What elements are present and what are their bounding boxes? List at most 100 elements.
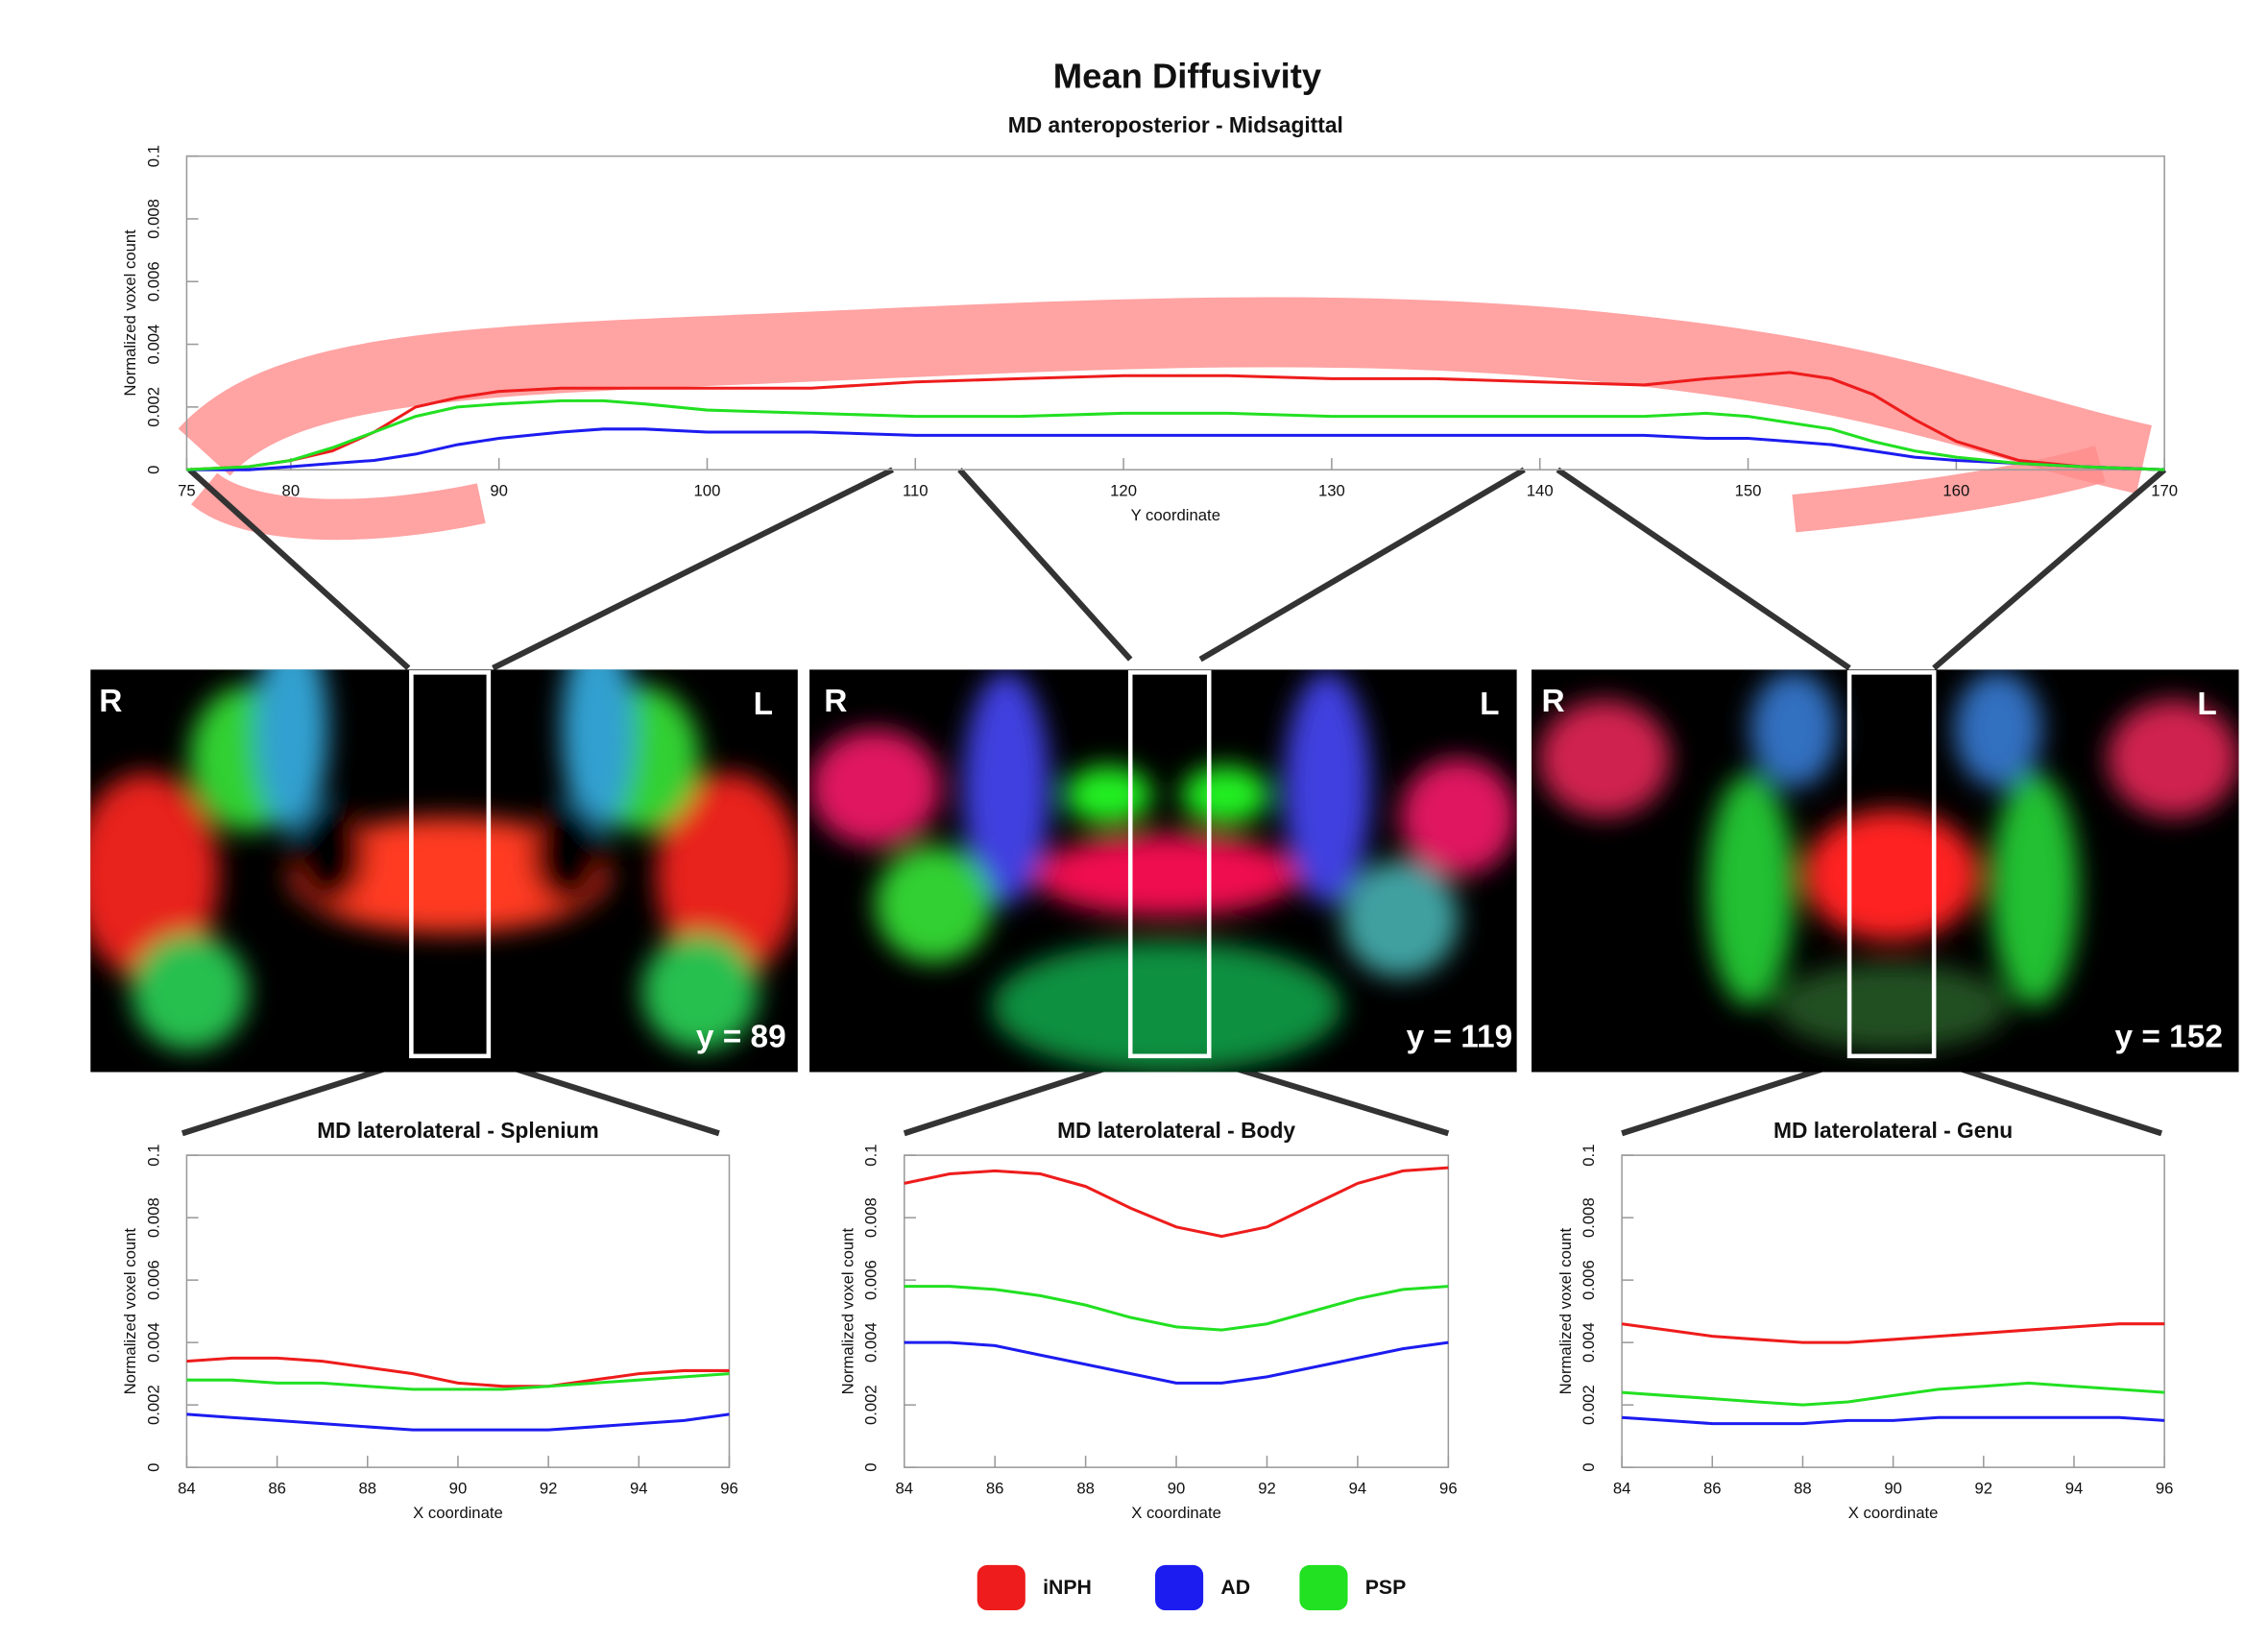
- y-tick-label: 0: [144, 466, 162, 474]
- series-line: [1621, 1381, 2165, 1407]
- y-tick-label: 0.002: [1580, 1385, 1598, 1425]
- x-tick-label: 90: [449, 1479, 468, 1497]
- y-axis-label: Normalized voxel count: [838, 1228, 857, 1395]
- x-tick-label: 150: [1735, 481, 1762, 499]
- x-axis-label: Y coordinate: [1131, 506, 1220, 524]
- x-tick-label: 90: [1884, 1479, 1902, 1497]
- y-tick-label: 0.006: [144, 261, 162, 302]
- panel-label: y = 152: [2115, 1019, 2223, 1054]
- brain-image: [809, 669, 1517, 1073]
- x-tick-label: 92: [1258, 1479, 1276, 1497]
- y-tick-label: 0.008: [1580, 1197, 1598, 1238]
- x-tick-label: 170: [2151, 481, 2178, 499]
- chart-title: MD laterolateral - Splenium: [317, 1118, 599, 1143]
- chart-title: MD laterolateral - Genu: [1773, 1118, 2013, 1143]
- x-tick-label: 90: [1168, 1479, 1186, 1497]
- y-tick-label: 0.004: [144, 325, 162, 365]
- y-axis-label: Normalized voxel count: [1556, 1228, 1575, 1395]
- x-tick-label: 140: [1527, 481, 1554, 499]
- x-tick-label: 94: [2065, 1479, 2084, 1497]
- y-tick-label: 0: [144, 1463, 162, 1472]
- series-line: [186, 1412, 730, 1432]
- x-tick-label: 120: [1110, 481, 1137, 499]
- y-tick-label: 0.1: [1580, 1145, 1598, 1167]
- legend-swatch: [1155, 1564, 1204, 1611]
- x-tick-label: 86: [986, 1479, 1004, 1497]
- x-tick-label: 88: [1794, 1479, 1812, 1497]
- panel-labels: R L y = 89 R L y = 119 R L y = 152: [99, 684, 2223, 1054]
- x-tick-label: 80: [282, 481, 301, 499]
- x-tick-label: 96: [1439, 1479, 1458, 1497]
- y-tick-label: 0.1: [144, 1145, 162, 1167]
- x-tick-label: 86: [268, 1479, 286, 1497]
- y-tick-label: 0.008: [144, 199, 162, 239]
- x-tick-label: 94: [630, 1479, 648, 1497]
- x-tick-label: 100: [694, 481, 721, 499]
- panel-right: L: [1480, 687, 1499, 722]
- legend-label: iNPH: [1043, 1576, 1092, 1599]
- y-tick-label: 0.1: [144, 145, 162, 167]
- plot-frame: [904, 1154, 1450, 1468]
- x-tick-label: 88: [1076, 1479, 1095, 1497]
- y-tick-label: 0.002: [862, 1385, 881, 1425]
- chart-title: MD laterolateral - Body: [1057, 1118, 1295, 1143]
- figure-title: Mean Diffusivity: [1053, 57, 1322, 96]
- series-line: [1621, 1415, 2165, 1426]
- panel-left: R: [1542, 684, 1565, 719]
- y-axis-label: Normalized voxel count: [121, 229, 139, 397]
- x-axis-label: X coordinate: [1848, 1504, 1939, 1522]
- series-line: [904, 1166, 1449, 1239]
- panel-label: y = 119: [1407, 1019, 1513, 1054]
- x-tick-label: 110: [903, 481, 929, 499]
- x-tick-label: 96: [720, 1479, 738, 1497]
- x-tick-label: 92: [1975, 1479, 1993, 1497]
- plot-frame: [185, 155, 2165, 471]
- series-line: [186, 1372, 730, 1391]
- series-line: [186, 398, 2165, 471]
- series-line: [186, 427, 2165, 471]
- y-tick-label: 0.008: [144, 1197, 162, 1238]
- x-tick-label: 84: [1613, 1479, 1631, 1497]
- x-axis-label: X coordinate: [1131, 1504, 1221, 1522]
- legend-swatch: [977, 1564, 1025, 1611]
- x-tick-label: 86: [1703, 1479, 1722, 1497]
- brain-image: [90, 669, 798, 1073]
- legend-swatch: [1299, 1564, 1348, 1611]
- panel-left: R: [99, 684, 122, 719]
- panel-label: y = 89: [696, 1019, 786, 1054]
- x-tick-label: 96: [2156, 1479, 2174, 1497]
- x-tick-label: 92: [540, 1479, 558, 1497]
- y-tick-label: 0.008: [862, 1197, 881, 1238]
- panel-right: L: [2197, 687, 2216, 722]
- series-line: [904, 1285, 1449, 1332]
- brain-image: [1531, 669, 2239, 1073]
- x-tick-label: 94: [1349, 1479, 1367, 1497]
- series-line: [1621, 1322, 2165, 1344]
- y-tick-label: 0.004: [1580, 1322, 1598, 1363]
- series-line: [186, 1356, 730, 1388]
- legend-label: AD: [1220, 1576, 1250, 1599]
- y-tick-label: 0.1: [862, 1145, 881, 1167]
- panel-right: L: [754, 687, 773, 722]
- panel-left: R: [824, 684, 847, 719]
- x-tick-label: 130: [1318, 481, 1345, 499]
- legend-label: PSP: [1365, 1576, 1407, 1599]
- x-tick-label: 84: [178, 1479, 196, 1497]
- y-tick-label: 0.004: [144, 1322, 162, 1363]
- y-tick-label: 0.002: [144, 387, 162, 427]
- y-tick-label: 0.006: [144, 1260, 162, 1300]
- x-tick-label: 160: [1942, 481, 1969, 499]
- x-tick-label: 84: [895, 1479, 913, 1497]
- x-tick-label: 88: [358, 1479, 376, 1497]
- x-axis-label: X coordinate: [413, 1504, 503, 1522]
- y-tick-label: 0.004: [862, 1322, 881, 1363]
- y-tick-label: 0.006: [862, 1260, 881, 1300]
- y-tick-label: 0: [862, 1463, 881, 1472]
- y-axis-label: Normalized voxel count: [121, 1228, 139, 1395]
- series-line: [904, 1340, 1449, 1385]
- chart-title: MD anteroposterior - Midsagittal: [1008, 112, 1343, 137]
- y-tick-label: 0.002: [144, 1385, 162, 1425]
- y-tick-label: 0.006: [1580, 1260, 1598, 1300]
